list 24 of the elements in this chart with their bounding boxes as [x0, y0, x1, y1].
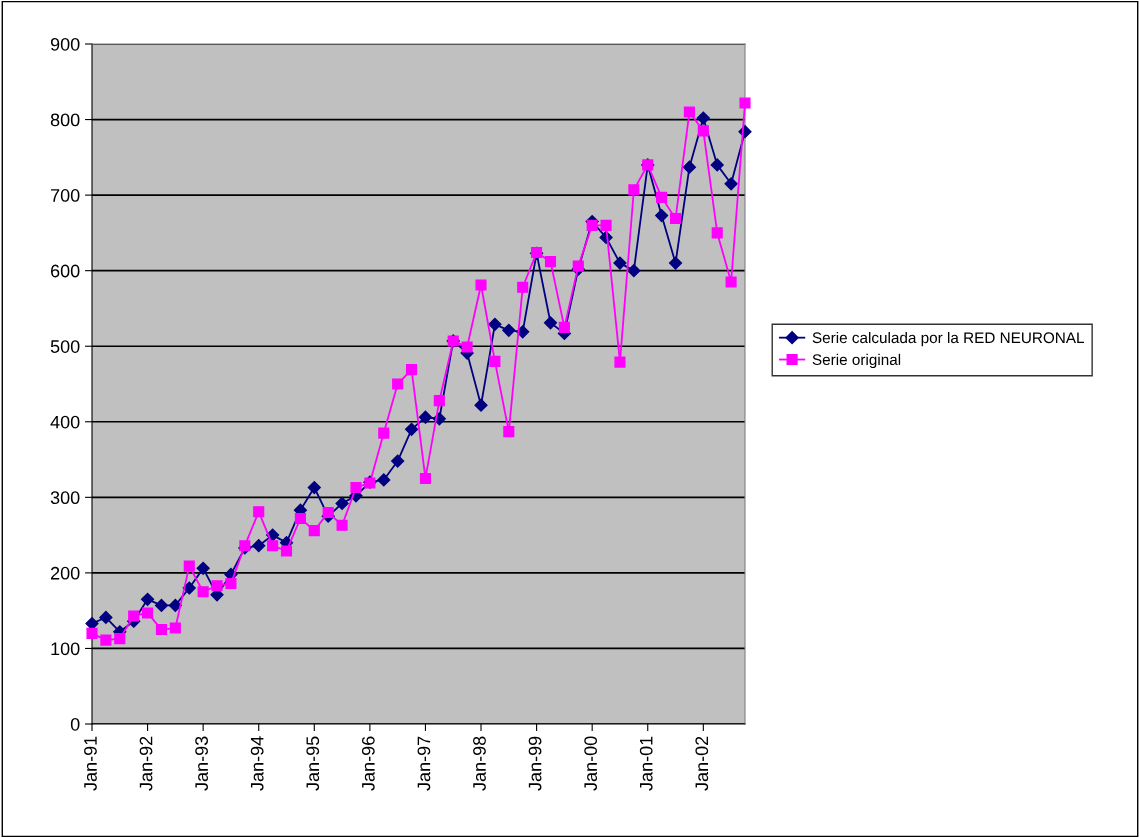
x-tick-label: Jan-93 [195, 736, 208, 791]
legend-label: Serie calculada por la RED NEURONAL [812, 331, 1084, 347]
x-tick-label: Jan-98 [473, 736, 486, 791]
x-tick-label: Jan-96 [361, 736, 375, 791]
x-tick-label: Jan-02 [695, 736, 709, 791]
y-tick-label: 200 [50, 566, 80, 580]
x-tick-label: Jan-00 [584, 736, 598, 791]
y-tick-label: 600 [50, 264, 80, 278]
x-tick-label: Jan-97 [417, 736, 431, 791]
y-tick-label: 0 [70, 717, 80, 731]
x-tick-label: Jan-01 [639, 736, 653, 791]
y-tick-label: 700 [51, 189, 80, 202]
x-tick-label: Jan-95 [306, 736, 320, 791]
x-tick-label: Jan-94 [250, 736, 264, 791]
legend-label: Serie original [812, 353, 901, 369]
x-tick-label: Jan-99 [528, 736, 542, 791]
x-tick-label: Jan-91 [84, 736, 97, 791]
y-tick-label: 300 [50, 491, 80, 505]
y-tick-label: 100 [51, 642, 80, 656]
y-tick-label: 900 [50, 37, 80, 51]
y-tick-label: 800 [50, 113, 80, 127]
y-tick-label: 500 [50, 340, 80, 353]
x-tick-label: Jan-92 [139, 736, 153, 791]
y-tick-label: 400 [50, 415, 80, 429]
